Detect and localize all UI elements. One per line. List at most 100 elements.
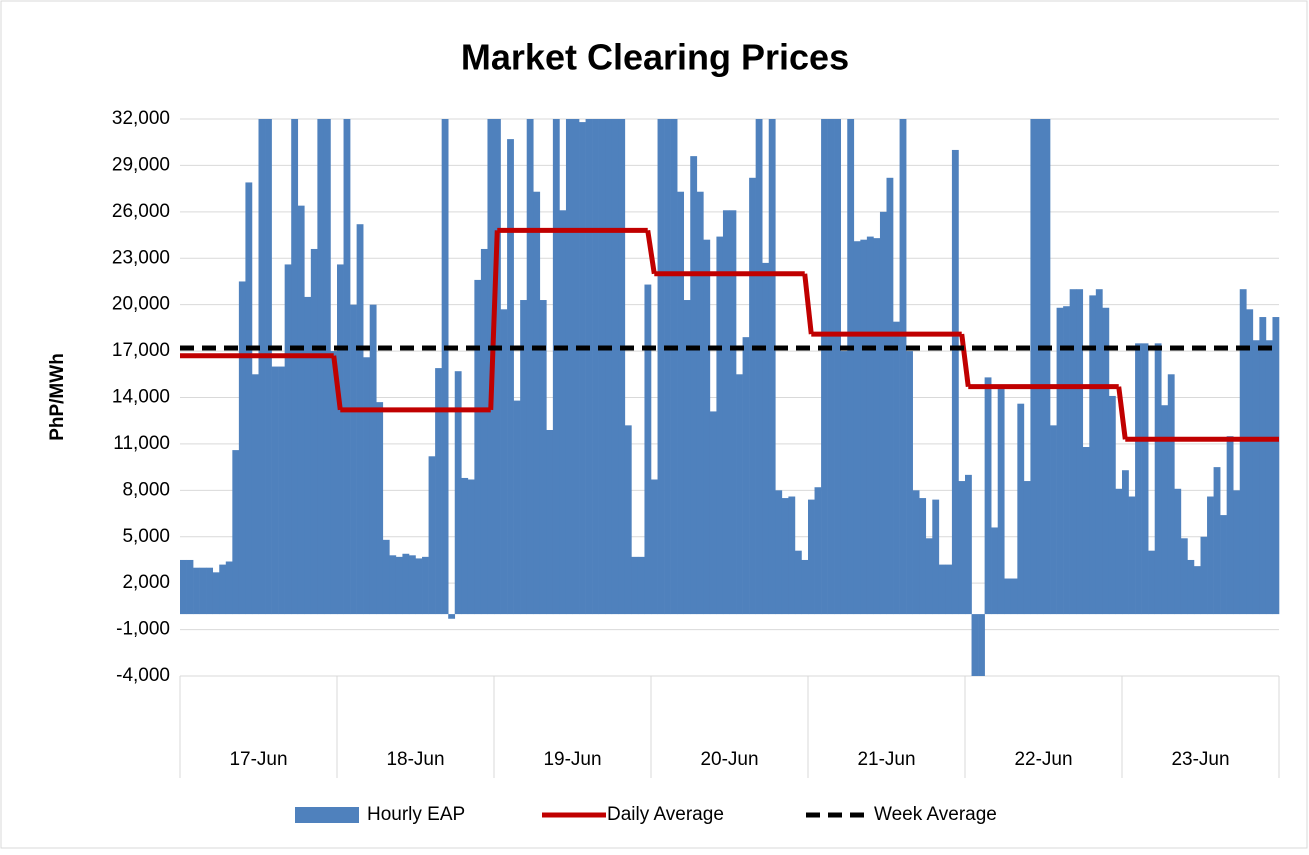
bar (520, 300, 528, 615)
bar (415, 558, 423, 615)
bar (467, 479, 475, 615)
y-tick-label: 8,000 (122, 479, 170, 500)
bar (461, 477, 469, 615)
bar (1076, 289, 1084, 615)
bar (775, 490, 783, 615)
bar (186, 559, 194, 615)
bar (808, 499, 815, 615)
bar (814, 487, 822, 615)
bar (690, 156, 698, 615)
bar (1056, 307, 1064, 615)
bar (736, 374, 743, 615)
bar (232, 450, 240, 615)
bar (376, 402, 384, 615)
bar (317, 119, 325, 615)
bar (618, 119, 626, 615)
bar (834, 119, 842, 615)
bar (1050, 425, 1057, 615)
bar (395, 556, 403, 615)
bar (873, 238, 881, 615)
bar (866, 236, 874, 615)
bar (788, 496, 796, 615)
bar (350, 304, 357, 615)
bar (997, 385, 1005, 615)
bar (402, 553, 410, 615)
bar (1265, 340, 1273, 615)
x-tick-label: 20-Jun (700, 749, 758, 770)
bar (886, 177, 894, 615)
bar (284, 264, 292, 615)
y-tick-label: 5,000 (122, 526, 170, 547)
bar (703, 239, 711, 615)
bar (474, 279, 482, 615)
bar (1187, 559, 1195, 615)
bar (978, 614, 985, 676)
bar (1135, 343, 1142, 615)
bar (1095, 289, 1103, 615)
bar (369, 304, 377, 615)
bar (291, 119, 299, 615)
bar (919, 498, 927, 615)
y-tick-label: -4,000 (116, 665, 170, 686)
bar (984, 377, 992, 615)
bar (1180, 538, 1188, 615)
bar (827, 119, 835, 615)
bar (1220, 515, 1227, 615)
bar (1115, 488, 1123, 615)
bar (1017, 403, 1025, 615)
bar (356, 224, 364, 615)
bar (755, 119, 763, 615)
y-tick-label: -1,000 (116, 619, 170, 640)
bar (1200, 536, 1208, 615)
bar (310, 248, 318, 615)
bar (1043, 119, 1051, 615)
bar (500, 309, 508, 615)
bar (363, 357, 371, 615)
bar (1128, 496, 1136, 615)
x-tick-label: 19-Jun (543, 749, 601, 770)
bar (1246, 309, 1254, 615)
bar (1239, 289, 1247, 615)
bar (840, 351, 848, 615)
bar (297, 205, 305, 615)
bar (1174, 488, 1182, 615)
y-tick-label: 23,000 (112, 247, 170, 268)
bar (592, 119, 599, 615)
daily-average-step (959, 333, 971, 387)
y-tick-label: 11,000 (113, 433, 170, 454)
bar (912, 490, 920, 615)
bar (343, 119, 351, 615)
bar (389, 555, 397, 615)
bar (749, 177, 756, 615)
bar (1226, 436, 1234, 615)
bar (899, 119, 907, 615)
bar (853, 241, 861, 615)
daily-average-step (488, 230, 500, 410)
bar (1004, 578, 1012, 615)
bar (938, 564, 946, 615)
bar (180, 559, 187, 615)
y-tick-label: 14,000 (112, 387, 170, 408)
daily-average-step (802, 273, 814, 335)
x-tick-label: 23-Jun (1171, 749, 1229, 770)
bar (821, 119, 828, 615)
bar (1154, 343, 1162, 615)
bar (664, 119, 671, 615)
bar (951, 149, 959, 615)
bar (1259, 317, 1267, 615)
bar (330, 351, 338, 615)
bar (1108, 395, 1116, 615)
bar (683, 300, 691, 615)
y-axis-title: PhP/MWh (47, 353, 68, 441)
bar (206, 567, 214, 615)
bar (631, 556, 639, 615)
bar (193, 567, 200, 615)
bar (382, 539, 390, 615)
bar (565, 119, 573, 615)
legend-label: Hourly EAP (367, 804, 465, 825)
bar (925, 538, 933, 615)
bar (1089, 295, 1097, 615)
bar (611, 119, 619, 615)
bar (579, 122, 586, 615)
bar (1213, 467, 1221, 615)
